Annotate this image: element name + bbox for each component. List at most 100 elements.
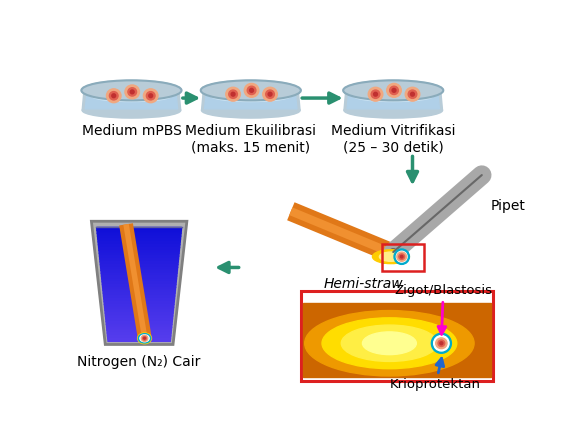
Polygon shape — [97, 230, 181, 233]
Text: Hemi-straw: Hemi-straw — [324, 277, 403, 291]
Ellipse shape — [263, 87, 277, 101]
Ellipse shape — [371, 90, 380, 98]
Ellipse shape — [211, 90, 291, 101]
Ellipse shape — [322, 318, 457, 369]
Ellipse shape — [341, 325, 438, 361]
Ellipse shape — [408, 90, 417, 98]
Ellipse shape — [379, 252, 402, 261]
Ellipse shape — [390, 86, 398, 94]
Ellipse shape — [112, 94, 116, 97]
Ellipse shape — [201, 81, 301, 101]
Ellipse shape — [146, 92, 155, 100]
Polygon shape — [98, 239, 180, 242]
Polygon shape — [103, 290, 175, 293]
Ellipse shape — [81, 81, 181, 101]
Ellipse shape — [206, 87, 295, 101]
Ellipse shape — [398, 254, 405, 260]
Ellipse shape — [436, 338, 447, 348]
Polygon shape — [101, 270, 177, 273]
Text: Pipet: Pipet — [491, 199, 526, 213]
Ellipse shape — [368, 87, 383, 101]
Polygon shape — [106, 321, 172, 324]
Polygon shape — [102, 279, 176, 282]
Polygon shape — [202, 93, 300, 110]
Ellipse shape — [305, 311, 474, 376]
Polygon shape — [100, 259, 179, 262]
Polygon shape — [99, 247, 180, 250]
Polygon shape — [347, 94, 439, 109]
Ellipse shape — [397, 252, 406, 261]
Polygon shape — [99, 253, 179, 256]
Ellipse shape — [91, 90, 172, 101]
Ellipse shape — [141, 335, 148, 341]
Polygon shape — [99, 250, 179, 253]
Ellipse shape — [400, 255, 403, 258]
Ellipse shape — [344, 103, 443, 118]
Ellipse shape — [244, 83, 259, 97]
Ellipse shape — [128, 88, 136, 96]
Polygon shape — [105, 316, 173, 319]
Polygon shape — [105, 310, 173, 313]
Polygon shape — [205, 94, 297, 109]
Text: Medium Ekuilibrasi
(maks. 15 menit): Medium Ekuilibrasi (maks. 15 menit) — [186, 124, 316, 154]
Polygon shape — [91, 221, 187, 344]
Polygon shape — [97, 233, 181, 236]
Ellipse shape — [431, 333, 451, 353]
Polygon shape — [102, 276, 177, 279]
Ellipse shape — [392, 89, 396, 92]
Text: Krioprotektan: Krioprotektan — [390, 358, 481, 391]
Polygon shape — [98, 236, 181, 239]
Ellipse shape — [410, 92, 414, 96]
Ellipse shape — [349, 87, 438, 101]
Polygon shape — [107, 330, 172, 333]
Ellipse shape — [268, 92, 272, 96]
Polygon shape — [100, 262, 178, 264]
Ellipse shape — [250, 89, 254, 92]
Polygon shape — [105, 313, 173, 316]
Ellipse shape — [226, 87, 240, 101]
Ellipse shape — [231, 92, 235, 96]
Ellipse shape — [405, 87, 420, 101]
Polygon shape — [103, 293, 175, 296]
Ellipse shape — [143, 89, 158, 103]
Ellipse shape — [434, 336, 449, 351]
Ellipse shape — [353, 90, 434, 101]
Polygon shape — [106, 327, 172, 330]
Polygon shape — [103, 296, 175, 299]
Polygon shape — [101, 264, 178, 267]
Polygon shape — [344, 93, 443, 110]
Text: Nitrogen (N₂) Cair: Nitrogen (N₂) Cair — [77, 355, 201, 369]
Polygon shape — [105, 307, 173, 310]
Polygon shape — [101, 267, 177, 270]
Polygon shape — [85, 94, 177, 109]
Ellipse shape — [149, 94, 153, 97]
Ellipse shape — [81, 81, 181, 101]
Polygon shape — [98, 244, 180, 247]
Ellipse shape — [144, 337, 146, 339]
Polygon shape — [82, 93, 181, 110]
Ellipse shape — [343, 81, 443, 101]
Ellipse shape — [130, 90, 134, 94]
Ellipse shape — [143, 336, 146, 340]
Polygon shape — [98, 242, 180, 244]
Ellipse shape — [247, 86, 256, 94]
Ellipse shape — [266, 90, 275, 98]
Polygon shape — [103, 287, 176, 290]
Polygon shape — [106, 324, 172, 327]
Ellipse shape — [82, 103, 181, 118]
Polygon shape — [105, 304, 174, 307]
Ellipse shape — [202, 103, 300, 118]
Polygon shape — [104, 299, 175, 302]
Polygon shape — [102, 282, 176, 284]
Ellipse shape — [399, 254, 405, 259]
Ellipse shape — [394, 249, 409, 264]
Polygon shape — [108, 339, 171, 341]
Ellipse shape — [201, 81, 301, 101]
Polygon shape — [99, 256, 179, 259]
Bar — [303, 303, 491, 377]
Bar — [381, 243, 424, 271]
Text: Zigot/Blastosis: Zigot/Blastosis — [394, 284, 492, 334]
Polygon shape — [106, 319, 172, 321]
Ellipse shape — [362, 332, 416, 355]
Ellipse shape — [138, 334, 151, 343]
